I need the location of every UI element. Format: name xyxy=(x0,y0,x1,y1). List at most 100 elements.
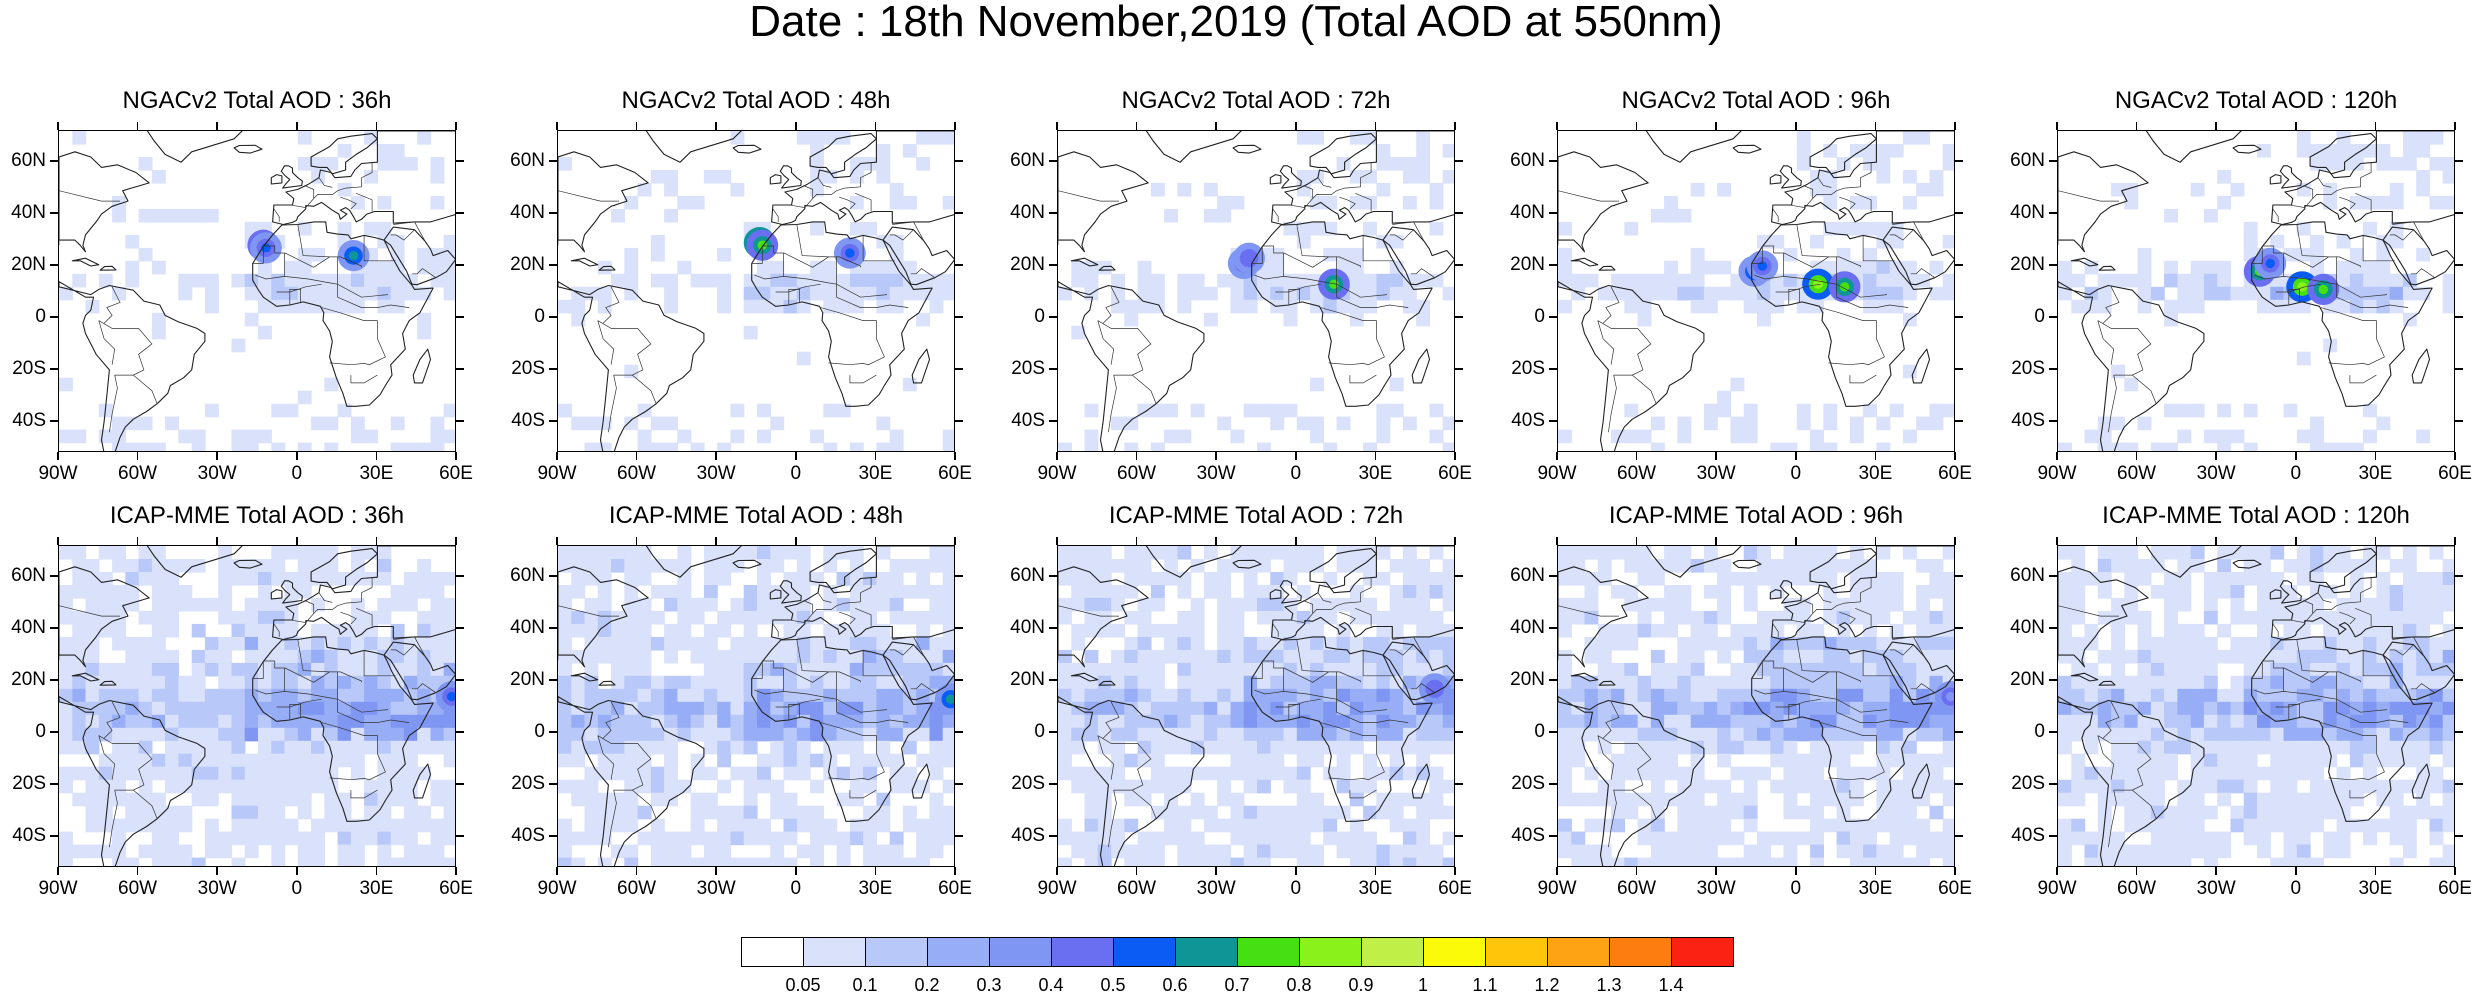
aod-cell xyxy=(1597,688,1612,703)
country-border xyxy=(2336,256,2409,308)
aod-cell xyxy=(231,610,246,625)
aod-hotspot xyxy=(1839,282,1850,292)
aod-cell xyxy=(1257,546,1271,560)
aod-cell xyxy=(85,792,100,807)
aod-cell xyxy=(1310,792,1324,807)
aod-cell xyxy=(1823,701,1838,716)
lon-tick-label: 30W xyxy=(197,463,237,484)
aod-cell xyxy=(1611,857,1625,866)
lon-tick-mark xyxy=(2135,452,2138,460)
aod-cell xyxy=(377,144,392,158)
aod-cell xyxy=(1690,844,1705,859)
aod-cell xyxy=(1929,831,1944,846)
aod-cell xyxy=(59,779,73,794)
colorbar-label: 1.3 xyxy=(1596,975,1622,995)
aod-cell xyxy=(165,818,179,833)
aod-cell xyxy=(1416,831,1431,846)
aod-cell xyxy=(2402,157,2417,171)
aod-cell xyxy=(390,442,405,451)
aod-cell xyxy=(1743,649,1758,664)
aod-cell xyxy=(2137,805,2152,820)
aod-cell xyxy=(1650,714,1665,729)
aod-cell xyxy=(1257,559,1271,573)
aod-cell xyxy=(1416,597,1431,612)
aod-cell xyxy=(1111,831,1125,846)
aod-cell xyxy=(1823,649,1838,664)
aod-cell xyxy=(1111,585,1125,599)
aod-cell xyxy=(571,572,586,586)
aod-cell xyxy=(1783,831,1798,846)
aod-cell xyxy=(98,766,113,781)
coastline-arabia xyxy=(383,641,455,701)
lon-tick-mark xyxy=(1374,537,1377,545)
aod-cell xyxy=(849,831,864,846)
aod-cell xyxy=(942,779,954,794)
aod-cell xyxy=(743,792,758,807)
aod-cell xyxy=(138,675,153,690)
aod-cell xyxy=(311,597,325,612)
aod-cell xyxy=(942,727,954,742)
aod-cell xyxy=(1664,766,1678,781)
aod-cell xyxy=(1916,792,1931,807)
aod-cell xyxy=(650,610,665,625)
aod-cell xyxy=(823,649,838,664)
aod-cell xyxy=(244,623,259,638)
aod-cell xyxy=(2429,688,2444,703)
aod-cell xyxy=(1690,766,1705,781)
aod-cell xyxy=(1217,701,1232,716)
aod-cell xyxy=(624,805,639,820)
aod-cell xyxy=(1757,688,1771,703)
aod-cell xyxy=(165,675,179,690)
lat-tick-mark xyxy=(549,160,557,162)
country-border xyxy=(1836,671,1909,723)
aod-cell xyxy=(611,753,625,768)
aod-cell xyxy=(730,429,745,444)
aod-cell xyxy=(1916,844,1931,859)
aod-cell xyxy=(1836,610,1851,625)
aod-cell xyxy=(1177,610,1192,625)
aod-cell xyxy=(1889,403,1904,418)
aod-cell xyxy=(1150,766,1165,781)
aod-cell xyxy=(1376,403,1391,418)
aod-cell xyxy=(1690,182,1705,197)
aod-cell xyxy=(1389,377,1404,392)
lat-tick-label: 60N xyxy=(11,565,46,587)
aod-cell xyxy=(271,701,286,716)
aod-cell xyxy=(85,779,100,794)
aod-cell xyxy=(1916,688,1931,703)
colorbar-label: 0.4 xyxy=(1038,975,1064,995)
country-border xyxy=(393,221,426,242)
aod-cell xyxy=(59,286,73,301)
lat-tick-mark xyxy=(2455,783,2463,785)
aod-cell xyxy=(98,546,113,560)
aod-cell xyxy=(337,844,352,859)
lat-tick-mark xyxy=(1049,627,1057,629)
aod-cell xyxy=(650,636,665,651)
aod-cell xyxy=(2124,714,2139,729)
lon-tick-mark xyxy=(1454,452,1456,460)
colorbar-label: 0.8 xyxy=(1286,975,1312,995)
country-border xyxy=(2296,639,2329,673)
aod-cell xyxy=(1058,572,1072,586)
lat-tick-mark xyxy=(955,212,963,214)
aod-cell xyxy=(284,286,299,301)
aod-cell xyxy=(1164,649,1178,664)
aod-cell xyxy=(1071,546,1086,560)
lon-tick-label: 0 xyxy=(1290,463,1302,484)
country-border xyxy=(1558,190,1619,202)
aod-cell xyxy=(364,805,378,820)
aod-cell xyxy=(1177,766,1192,781)
aod-cell xyxy=(2150,857,2165,866)
aod-cell xyxy=(1389,610,1404,625)
aod-cell xyxy=(876,286,891,301)
aod-cell xyxy=(1717,701,1732,716)
country-border xyxy=(103,286,121,324)
coastline-northAmerica xyxy=(1558,151,1649,253)
aod-cell xyxy=(1743,585,1758,599)
aod-cell xyxy=(2190,714,2205,729)
aod-cell xyxy=(650,442,665,451)
aod-cell xyxy=(2416,131,2431,145)
aod-cell xyxy=(59,546,73,560)
aod-cell xyxy=(1124,727,1139,742)
lon-tick-mark xyxy=(216,867,218,875)
